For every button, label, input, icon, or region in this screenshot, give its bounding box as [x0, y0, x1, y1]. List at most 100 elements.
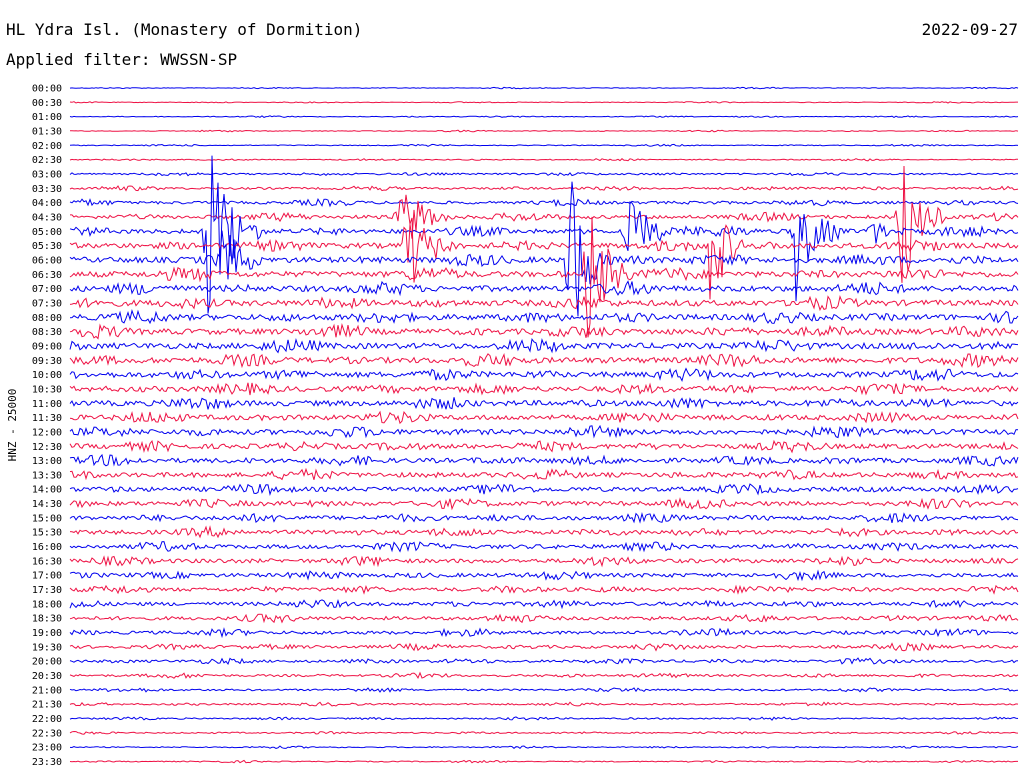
- row-time-label: 11:30: [32, 413, 62, 424]
- trace-line: [69, 101, 1018, 104]
- trace-line: [69, 86, 1019, 90]
- trace-line: [69, 143, 1019, 147]
- trace-line: [69, 158, 1018, 162]
- trace-line: [69, 467, 1019, 481]
- filter-label: Applied filter: WWSSN-SP: [6, 50, 238, 69]
- trace-line: [69, 569, 1019, 582]
- row-time-label: 16:30: [32, 556, 62, 567]
- row-time-label: 18:30: [32, 614, 62, 625]
- trace-line: [69, 657, 1019, 666]
- trace-line: [69, 599, 1019, 610]
- row-time-label: 01:30: [32, 126, 62, 137]
- trace-line: [69, 309, 1019, 325]
- row-time-label: 13:00: [32, 456, 62, 467]
- trace-line: [69, 687, 1019, 693]
- trace-line: [70, 165, 1019, 283]
- row-time-label: 22:00: [32, 714, 62, 725]
- trace-line: [69, 627, 1019, 639]
- row-time-label: 05:00: [32, 227, 62, 238]
- row-time-label: 14:30: [32, 499, 62, 510]
- row-time-label: 00:30: [32, 98, 62, 109]
- trace-line: [69, 171, 1018, 177]
- row-time-label: 08:00: [32, 313, 62, 324]
- row-time-label: 19:00: [32, 628, 62, 639]
- row-time-label: 04:30: [32, 212, 62, 223]
- row-time-label: 01:00: [32, 112, 62, 123]
- trace-line: [69, 716, 1019, 721]
- row-time-label: 08:30: [32, 327, 62, 338]
- row-time-label: 17:30: [32, 585, 62, 596]
- trace-line: [69, 322, 1019, 340]
- row-time-label: 15:30: [32, 528, 62, 539]
- date-label: 2022-09-27: [921, 20, 1018, 39]
- trace-line: [69, 337, 1019, 354]
- trace-line: [69, 511, 1019, 524]
- trace-line: [69, 295, 1019, 312]
- row-time-label: 20:00: [32, 657, 62, 668]
- trace-line: [69, 367, 1019, 382]
- trace-group: [69, 86, 1019, 764]
- trace-line: [69, 185, 1019, 192]
- trace-line: [69, 541, 1019, 553]
- row-time-label: 11:00: [32, 399, 62, 410]
- trace-line: [69, 642, 1019, 652]
- row-time-label: 21:30: [32, 700, 62, 711]
- trace-line: [69, 497, 1019, 511]
- trace-line: [69, 525, 1019, 539]
- trace-line: [69, 129, 1019, 133]
- row-time-label: 09:00: [32, 341, 62, 352]
- trace-line: [69, 115, 1019, 118]
- trace-line: [69, 397, 1019, 410]
- row-time-label: 21:00: [32, 685, 62, 696]
- row-time-label: 20:30: [32, 671, 62, 682]
- row-time-label: 07:00: [32, 284, 62, 295]
- row-time-label: 06:00: [32, 255, 62, 266]
- time-tick-labels: 00:00 00:30 01:00 01:30 02:00 02:30 03:00 03:30…: [32, 84, 62, 769]
- trace-line: [69, 198, 1019, 208]
- row-time-label: 04:00: [32, 198, 62, 209]
- row-time-label: 05:30: [32, 241, 62, 252]
- trace-line: [69, 671, 1019, 680]
- row-time-label: 23:30: [32, 757, 62, 768]
- row-time-label: 02:00: [32, 141, 62, 152]
- trace-line: [69, 759, 1018, 764]
- row-time-label: 15:00: [32, 513, 62, 524]
- trace-line: [69, 410, 1019, 425]
- row-time-label: 23:00: [32, 743, 62, 754]
- row-time-label: 03:30: [32, 184, 62, 195]
- row-time-label: 12:00: [32, 427, 62, 438]
- trace-line: [69, 382, 1019, 396]
- row-time-label: 09:30: [32, 356, 62, 367]
- row-time-label: 17:00: [32, 571, 62, 582]
- row-time-label: 19:30: [32, 642, 62, 653]
- trace-line: [69, 439, 1019, 454]
- row-time-label: 18:00: [32, 599, 62, 610]
- y-axis-label: HNZ - 25000: [6, 389, 19, 462]
- row-time-label: 10:30: [32, 384, 62, 395]
- row-time-label: 16:00: [32, 542, 62, 553]
- row-time-label: 22:30: [32, 728, 62, 739]
- trace-line: [69, 745, 1019, 749]
- trace-line: [69, 352, 1019, 369]
- station-title: HL Ydra Isl. (Monastery of Dormition): [6, 20, 363, 39]
- trace-line: [69, 181, 1019, 317]
- trace-line: [69, 555, 1019, 568]
- trace-line: [69, 453, 1019, 467]
- row-time-label: 03:00: [32, 169, 62, 180]
- trace-line: [69, 280, 1019, 297]
- trace-line: [69, 730, 1019, 735]
- trace-line: [69, 216, 1019, 338]
- row-time-label: 06:30: [32, 270, 62, 281]
- row-time-label: 00:00: [32, 84, 62, 95]
- trace-line: [69, 701, 1019, 707]
- trace-line: [69, 217, 1019, 300]
- row-time-label: 10:00: [32, 370, 62, 381]
- trace-line: [69, 613, 1019, 624]
- row-time-label: 12:30: [32, 442, 62, 453]
- trace-line: [69, 483, 1019, 497]
- trace-line: [69, 155, 1019, 314]
- trace-line: [69, 424, 1019, 439]
- row-time-label: 07:30: [32, 298, 62, 309]
- trace-line: [69, 584, 1019, 595]
